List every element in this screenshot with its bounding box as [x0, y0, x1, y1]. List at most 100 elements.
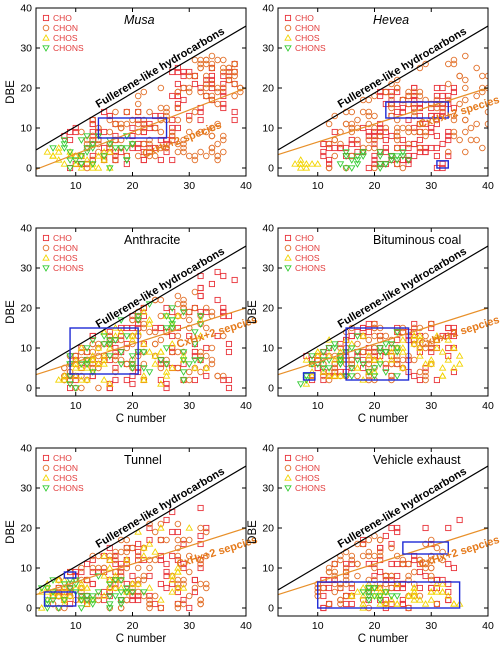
point-cho: [174, 100, 181, 108]
point-chon: [320, 352, 327, 360]
point-chon: [208, 80, 216, 88]
point-cho: [348, 584, 355, 592]
point-chons: [162, 345, 171, 352]
point-cho: [439, 84, 446, 92]
point-cho: [169, 528, 176, 536]
point-chon: [376, 132, 384, 140]
fullerene-label: Fullerene-like hydrocarbons: [336, 245, 469, 330]
point-chons: [393, 349, 401, 356]
point-chons: [123, 145, 131, 152]
point-chon: [123, 360, 131, 368]
point-chon: [157, 84, 165, 92]
x-axis-label: C number: [358, 413, 409, 425]
legend-label: CHO: [53, 453, 72, 463]
point-chos: [174, 312, 182, 319]
point-cho: [225, 340, 233, 348]
y-tick-label: 20: [20, 83, 32, 95]
point-chons: [179, 377, 188, 384]
point-cho: [433, 132, 440, 140]
point-chon: [203, 72, 210, 80]
point-cho: [129, 572, 136, 580]
point-cho: [433, 144, 440, 152]
point-chon: [348, 556, 356, 564]
point-chos: [162, 368, 171, 375]
x-tick-label: 20: [127, 620, 139, 632]
point-cho: [360, 364, 367, 372]
point-chos: [128, 336, 137, 343]
point-chons: [162, 361, 171, 368]
point-chos: [117, 328, 125, 335]
point-chon: [197, 128, 204, 136]
point-chon: [410, 580, 418, 588]
legend-label: CHONS: [295, 483, 326, 493]
point-cho: [433, 584, 440, 592]
point-chos: [123, 556, 131, 563]
point-cho: [112, 376, 119, 384]
point-chos: [313, 348, 322, 355]
point-chos: [54, 148, 63, 155]
point-cho: [377, 568, 384, 576]
point-chon: [405, 88, 412, 96]
point-chos: [140, 372, 148, 379]
point-chon: [180, 536, 187, 544]
point-chons: [284, 485, 292, 492]
fullerene-label: Fullerene-like hydrocarbons: [336, 465, 469, 550]
point-chon: [151, 528, 159, 536]
point-cho: [169, 92, 176, 100]
point-cho: [433, 152, 440, 160]
point-chon: [151, 340, 159, 348]
point-chon: [325, 376, 333, 384]
point-cho: [169, 116, 176, 124]
point-chon: [450, 132, 458, 140]
point-chos: [83, 364, 91, 371]
point-chon: [140, 116, 148, 124]
point-cho: [456, 516, 463, 524]
point-cho: [118, 560, 125, 568]
y-tick-label: 40: [20, 443, 32, 455]
point-chos: [42, 34, 50, 41]
point-cho: [157, 580, 164, 588]
point-cho: [169, 308, 176, 316]
point-cho: [382, 364, 389, 372]
point-chos: [168, 588, 176, 595]
point-chon: [479, 72, 486, 80]
point-chon: [83, 160, 91, 168]
point-chon: [197, 348, 204, 356]
point-chon: [450, 116, 458, 124]
highlight-box: [302, 372, 316, 381]
point-chon: [208, 64, 216, 72]
x-tick-label: 30: [183, 400, 195, 412]
point-chon: [214, 84, 221, 92]
point-cho: [382, 148, 389, 156]
point-chon: [393, 136, 401, 144]
point-chos: [359, 600, 367, 607]
point-chos: [308, 160, 316, 167]
point-cho: [163, 584, 170, 592]
point-cho: [433, 120, 440, 128]
point-chos: [399, 344, 407, 351]
fullerene-line: [36, 25, 246, 151]
point-cho: [42, 14, 50, 22]
point-cho: [382, 532, 389, 540]
y-tick-label: 30: [20, 263, 32, 275]
point-chon: [42, 244, 50, 252]
point-chon: [78, 384, 85, 392]
point-chon: [342, 592, 350, 600]
point-chon: [376, 552, 384, 560]
point-chon: [123, 596, 131, 604]
point-chon: [365, 360, 373, 368]
point-chon: [95, 592, 102, 600]
point-chos: [308, 368, 316, 375]
point-chos: [302, 380, 311, 387]
point-chos: [145, 320, 154, 327]
point-chon: [117, 604, 125, 612]
point-cho: [365, 128, 372, 136]
point-chon: [129, 356, 136, 364]
point-chon: [337, 584, 344, 592]
point-cho: [203, 76, 210, 84]
point-cho: [208, 280, 215, 288]
point-chon: [191, 584, 199, 592]
point-cho: [214, 296, 221, 304]
point-chon: [331, 588, 339, 596]
